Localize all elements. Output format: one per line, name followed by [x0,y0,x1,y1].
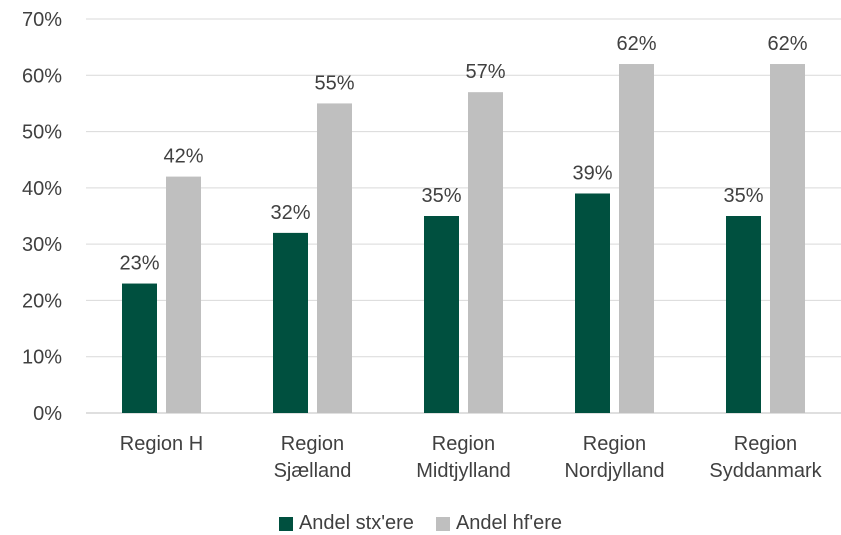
bar-series-1 [273,232,308,413]
legend-label-series-1: Andel stx'ere [298,512,414,534]
legend-swatch-series-1 [278,516,293,531]
bar-series-2 [166,176,201,413]
bar-series-2 [317,103,352,413]
data-label: 57% [465,61,505,83]
data-label: 39% [572,162,612,184]
y-tick-label: 20% [22,290,62,312]
data-label: 42% [163,146,203,168]
y-tick-label: 50% [22,122,62,144]
y-tick-label: 70% [22,9,62,31]
x-tick-label-line: Region H [120,433,203,455]
legend-label-series-2: Andel hf'ere [455,512,563,534]
bar-chart-plot: 0% 10% 20% 30% 40% 50% 60% 70% 23% 42% Region H 32%… [22,9,841,482]
data-label: 35% [723,185,763,207]
legend-item-series-2: Andel hf'ere [435,512,563,535]
legend-item-series-1: Andel stx'ere [278,512,414,535]
y-tick-label: 0% [33,403,62,425]
y-tick-label: 40% [22,178,62,200]
x-tick-label-line: Midtjylland [416,460,510,482]
y-tick-label: 10% [22,347,62,369]
x-tick-label-line: Region [432,433,495,455]
legend: Andel stx'ere Andel hf'ere [0,512,841,535]
data-label: 32% [270,202,310,224]
x-tick-label-line: Region [583,433,646,455]
bar-series-2 [619,64,654,414]
x-tick-label-line: Syddanmark [709,460,822,482]
data-label: 23% [119,253,159,275]
bar-series-1 [726,216,761,413]
x-tick-label: Region Syddanmark [709,433,822,482]
bar-series-1 [575,193,610,413]
x-tick-label: Region Nordjylland [564,433,664,482]
x-tick-label-line: Sjælland [274,460,352,482]
bar-series-2 [468,92,503,414]
bar-series-1 [122,283,157,413]
legend-swatch-series-2 [435,516,450,531]
x-tick-label-line: Region [281,433,344,455]
bar-series-2 [770,64,805,414]
x-tick-label: Region Midtjylland [416,433,510,482]
data-label: 62% [767,33,807,55]
y-tick-label: 30% [22,234,62,256]
x-tick-label: Region Sjælland [274,433,352,482]
x-tick-label-line: Region [734,433,797,455]
data-label: 35% [421,185,461,207]
y-tick-label: 60% [22,65,62,87]
data-label: 62% [616,33,656,55]
data-label: 55% [314,72,354,94]
x-tick-label: Region H [120,433,203,455]
x-tick-label-line: Nordjylland [564,460,664,482]
bar-series-1 [424,216,459,413]
